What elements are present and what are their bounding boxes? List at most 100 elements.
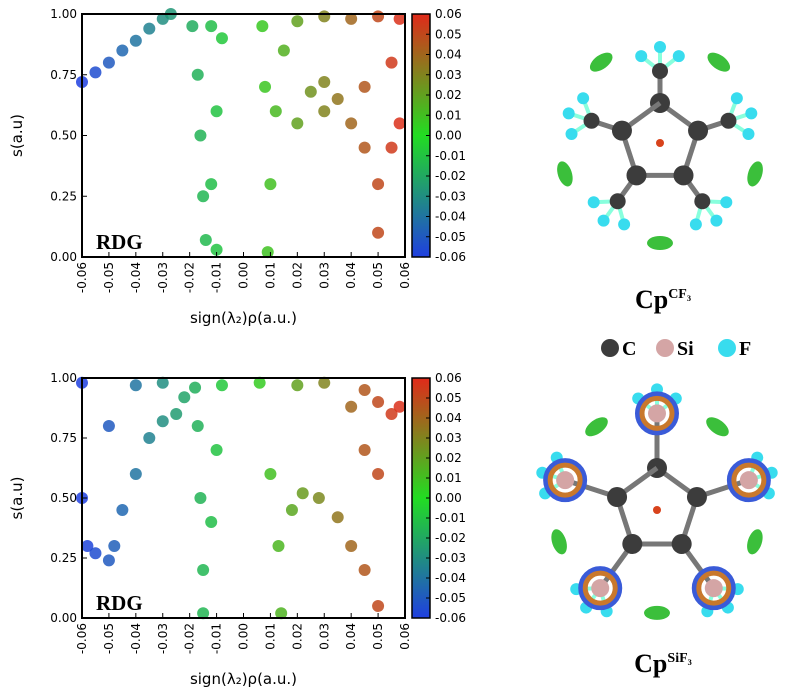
atom-c [720, 113, 736, 129]
atom-f [566, 128, 578, 140]
point [394, 117, 406, 129]
atom-c [672, 534, 692, 554]
atom-f [690, 218, 702, 230]
y-tick-label: 0.00 [50, 611, 77, 625]
point [108, 540, 120, 552]
y-tick-label: 0.50 [50, 491, 77, 505]
point [264, 178, 276, 190]
molecule-label: CpSiF₃ [634, 649, 692, 678]
point [194, 492, 206, 504]
point [157, 415, 169, 427]
point [116, 504, 128, 516]
legend-swatch [718, 339, 736, 357]
legend-label: C [622, 338, 636, 360]
point [200, 234, 212, 246]
atom-c [688, 121, 708, 141]
x-tick-label: 0.02 [290, 623, 304, 650]
point [264, 468, 276, 480]
point [143, 23, 155, 35]
atom-c [674, 165, 694, 185]
nci-isosurface [703, 413, 732, 440]
colorbar-tick-label: -0.02 [435, 531, 466, 545]
x-tick-label: -0.01 [210, 623, 224, 654]
point [372, 178, 384, 190]
point [372, 396, 384, 408]
point [318, 76, 330, 88]
annotation: RDG [96, 230, 143, 254]
point [205, 20, 217, 32]
x-tick-label: 0.05 [371, 262, 385, 289]
x-tick-label: 0.01 [263, 623, 277, 650]
colorbar-tick-label: -0.01 [435, 149, 466, 163]
colorbar-tick-label: -0.06 [435, 250, 466, 264]
atom-c [652, 63, 668, 79]
point [286, 504, 298, 516]
colorbar-tick-label: 0.04 [435, 48, 462, 62]
y-tick-label: 0.75 [50, 68, 77, 82]
x-tick-label: 0.06 [398, 623, 412, 650]
colorbar-tick-label: 0.05 [435, 27, 462, 41]
colorbar-tick-label: 0.06 [435, 371, 462, 385]
point [259, 81, 271, 93]
colorbar-tick-label: 0.01 [435, 108, 462, 122]
point [345, 401, 357, 413]
nci-isosurface [587, 49, 616, 76]
colorbar-tick-label: -0.02 [435, 169, 466, 183]
figure: CpCF₃ CpSiF₃ -0.06-0.05-0.04-0.03-0.02-0… [0, 0, 789, 690]
point [205, 178, 217, 190]
point [318, 10, 330, 22]
x-axis-label: sign(λ₂)ρ(a.u.) [190, 670, 297, 688]
point [116, 44, 128, 56]
x-tick-label: -0.01 [210, 262, 224, 293]
atom-si [648, 404, 666, 422]
point [345, 117, 357, 129]
point [359, 81, 371, 93]
colorbar-tick-label: 0.05 [435, 391, 462, 405]
colorbar-tick-label: 0.04 [435, 411, 462, 425]
point [89, 547, 101, 559]
point [103, 554, 115, 566]
x-tick-label: -0.03 [156, 262, 170, 293]
plot-frame [82, 14, 405, 257]
point [291, 117, 303, 129]
point [394, 401, 406, 413]
point [359, 142, 371, 154]
x-axis-label: sign(λ₂)ρ(a.u.) [190, 309, 297, 327]
point [345, 540, 357, 552]
point [205, 516, 217, 528]
x-tick-label: -0.06 [75, 623, 89, 654]
y-tick-label: 0.50 [50, 129, 77, 143]
y-tick-label: 0.25 [50, 189, 77, 203]
nci-isosurface [548, 527, 569, 556]
point [192, 69, 204, 81]
molecule-superscript: CF₃ [668, 287, 691, 302]
x-tick-label: 0.00 [237, 262, 251, 289]
point [272, 540, 284, 552]
point [372, 10, 384, 22]
point [270, 105, 282, 117]
point [186, 20, 198, 32]
point [89, 66, 101, 78]
y-tick-label: 0.00 [50, 250, 77, 264]
nci-isosurface [644, 606, 670, 620]
atom-f [710, 215, 722, 227]
x-tick-label: -0.04 [129, 262, 143, 293]
molecule-superscript: SiF₃ [667, 651, 691, 666]
atom-f [618, 218, 630, 230]
y-tick-label: 1.00 [50, 7, 77, 21]
point [189, 382, 201, 394]
point [372, 227, 384, 239]
colorbar-tick-label: 0.00 [435, 491, 462, 505]
molecule-name: Cp [634, 649, 667, 678]
atom-f [635, 50, 647, 62]
colorbar-tick-label: 0.01 [435, 471, 462, 485]
atom-f [654, 41, 666, 53]
colorbar-tick-label: -0.04 [435, 210, 466, 224]
point [332, 93, 344, 105]
x-tick-label: 0.02 [290, 262, 304, 289]
molecule-drawings [536, 41, 777, 620]
molecule-label: CpCF₃ [635, 285, 691, 314]
atom-si [740, 471, 758, 489]
point [143, 432, 155, 444]
legend-label: Si [677, 338, 694, 360]
